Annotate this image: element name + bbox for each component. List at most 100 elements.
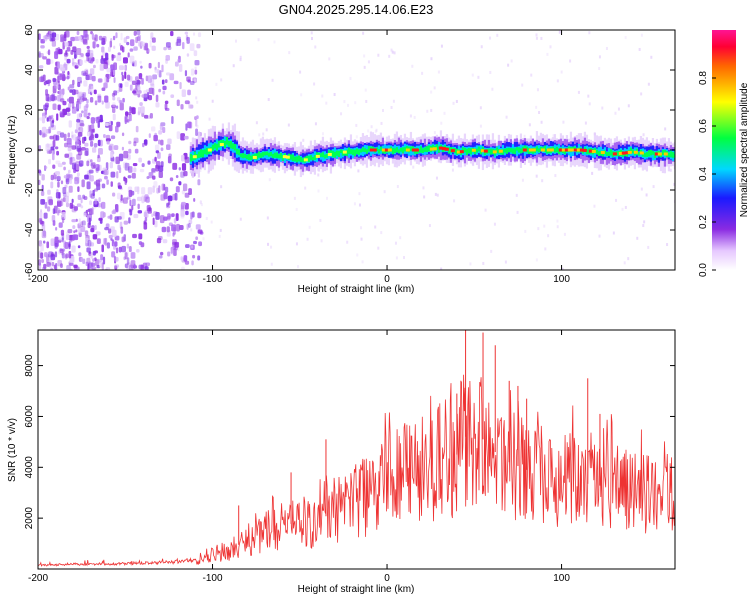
heatmap-cell	[141, 195, 145, 204]
heatmap-cell	[399, 236, 402, 240]
heatmap-cell	[293, 156, 297, 162]
heatmap-cell	[403, 147, 407, 152]
heatmap-cell	[66, 98, 71, 102]
heatmap-cell	[197, 212, 202, 219]
heatmap-cell	[176, 38, 182, 47]
heatmap-cell	[86, 98, 89, 104]
heatmap-cell	[187, 121, 192, 129]
heatmap-cell	[65, 234, 70, 241]
heatmap-cell	[317, 173, 320, 177]
heatmap-cell	[357, 149, 361, 155]
heatmap-cell	[38, 218, 43, 223]
heatmap-cell	[78, 140, 81, 146]
heatmap-cell	[102, 269, 105, 270]
heatmap-cell	[346, 240, 349, 244]
heatmap-cell	[139, 60, 142, 64]
heatmap-cell	[165, 72, 171, 76]
heatmap-cell	[166, 226, 170, 233]
heatmap-cell	[68, 102, 72, 108]
heatmap-cell	[652, 185, 655, 189]
heatmap-cell	[194, 69, 198, 75]
heatmap-cell	[117, 52, 121, 56]
heatmap-cell	[188, 188, 192, 195]
heatmap-cell	[65, 253, 69, 259]
heatmap-cell	[198, 241, 203, 247]
heatmap-cell	[669, 151, 673, 158]
heatmap-cell	[121, 132, 125, 137]
heatmap-cell	[89, 52, 94, 59]
heatmap-cell	[477, 75, 480, 79]
heatmap-cell	[295, 207, 298, 211]
heatmap-cell	[493, 222, 496, 226]
heatmap-cell	[637, 151, 641, 156]
heatmap-cell	[511, 148, 515, 154]
heatmap-cell	[130, 39, 135, 47]
heatmap-cell	[61, 216, 65, 224]
heatmap-cell	[166, 215, 171, 221]
heatmap-cell	[188, 219, 193, 225]
heatmap-cell	[355, 148, 359, 155]
heatmap-cell	[86, 115, 90, 120]
heatmap-cell	[126, 74, 131, 81]
heatmap-cell	[57, 181, 60, 188]
heatmap-cell	[291, 154, 295, 162]
heatmap-cell	[305, 155, 309, 161]
heatmap-cell	[239, 217, 242, 221]
heatmap-cell	[196, 115, 199, 120]
top-x-tick-label: 100	[553, 274, 570, 285]
heatmap-cell	[80, 52, 84, 58]
heatmap-cell	[78, 218, 81, 226]
heatmap-cell	[258, 133, 261, 137]
heatmap-cell	[186, 53, 190, 57]
heatmap-cell	[150, 32, 154, 38]
heatmap-cell	[598, 67, 601, 71]
heatmap-cell	[531, 148, 536, 152]
bottom-x-tick-label: 100	[553, 573, 570, 584]
heatmap-cell	[86, 181, 91, 190]
heatmap-cell	[126, 267, 130, 270]
heatmap-cell	[60, 180, 64, 185]
heatmap-cell	[69, 89, 73, 93]
heatmap-cell	[163, 46, 167, 51]
heatmap-cell	[145, 196, 150, 203]
heatmap-cell	[124, 252, 128, 260]
heatmap-cell	[186, 36, 190, 44]
heatmap-cell	[136, 85, 141, 92]
heatmap-cell	[197, 151, 201, 158]
heatmap-cell	[105, 138, 111, 142]
heatmap-cell	[103, 169, 109, 176]
heatmap-cell	[94, 224, 97, 230]
heatmap-cell	[573, 148, 578, 152]
heatmap-cell	[113, 145, 119, 150]
heatmap-cell	[67, 143, 72, 148]
heatmap-cell	[38, 259, 41, 266]
heatmap-cell	[136, 80, 141, 85]
heatmap-cell	[133, 137, 139, 144]
top-y-ticks: -60 -40 -20 0 20 40 60	[24, 24, 675, 277]
heatmap-cell	[301, 158, 305, 163]
heatmap-cell	[642, 133, 645, 137]
heatmap-cell	[81, 110, 84, 114]
heatmap-cell	[367, 129, 370, 133]
heatmap-cell	[380, 231, 383, 235]
heatmap-cell	[38, 145, 42, 152]
heatmap-cell	[48, 116, 52, 122]
heatmap-cell	[115, 205, 119, 213]
heatmap-cell	[245, 155, 249, 160]
heatmap-cell	[247, 153, 251, 161]
heatmap-cell	[41, 259, 45, 263]
heatmap-cell	[59, 249, 64, 254]
heatmap-cell	[515, 146, 519, 156]
heatmap-cell	[562, 120, 565, 124]
heatmap-cell	[137, 111, 141, 116]
heatmap-cell	[100, 254, 104, 261]
heatmap-cell	[77, 147, 83, 156]
heatmap-cell	[90, 86, 94, 94]
heatmap-cell	[133, 213, 139, 219]
heatmap-cell	[158, 171, 163, 178]
heatmap-cell	[54, 240, 59, 247]
heatmap-cell	[103, 237, 106, 245]
heatmap-cell	[279, 152, 283, 159]
heatmap-cell	[252, 155, 257, 159]
heatmap-cell	[456, 150, 461, 154]
